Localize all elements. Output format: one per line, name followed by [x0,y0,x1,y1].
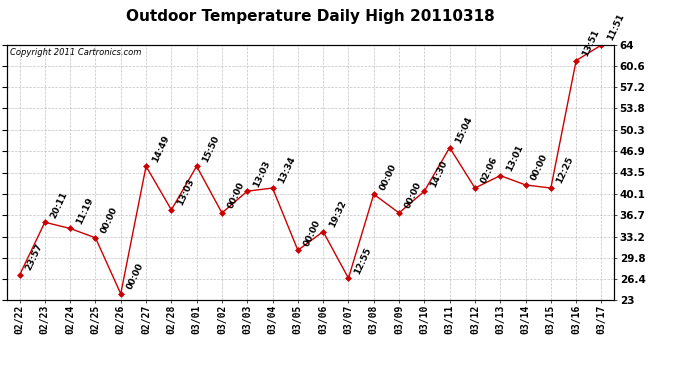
Text: 11:51: 11:51 [606,12,626,42]
Text: 13:51: 13:51 [580,28,600,58]
Text: 00:00: 00:00 [530,153,550,182]
Text: 13:03: 13:03 [251,159,272,188]
Text: 00:00: 00:00 [302,218,322,248]
Text: 14:30: 14:30 [428,159,448,188]
Text: Copyright 2011 Cartronics.com: Copyright 2011 Cartronics.com [10,48,141,57]
Text: 00:00: 00:00 [403,181,423,210]
Text: 13:01: 13:01 [504,143,524,173]
Text: 13:03: 13:03 [175,177,196,207]
Text: 23:57: 23:57 [23,243,44,272]
Text: Outdoor Temperature Daily High 20110318: Outdoor Temperature Daily High 20110318 [126,9,495,24]
Text: 14:49: 14:49 [150,134,170,164]
Text: 00:00: 00:00 [378,162,398,192]
Text: 20:11: 20:11 [49,190,69,219]
Text: 12:25: 12:25 [555,156,575,185]
Text: 12:55: 12:55 [353,246,373,276]
Text: 02:06: 02:06 [479,156,500,185]
Text: 15:04: 15:04 [454,115,474,145]
Text: 11:19: 11:19 [75,196,95,226]
Text: 00:00: 00:00 [125,262,145,291]
Text: 15:50: 15:50 [201,134,221,164]
Text: 00:00: 00:00 [226,181,246,210]
Text: 19:32: 19:32 [327,199,348,229]
Text: 00:00: 00:00 [99,206,119,235]
Text: 13:34: 13:34 [277,155,297,185]
